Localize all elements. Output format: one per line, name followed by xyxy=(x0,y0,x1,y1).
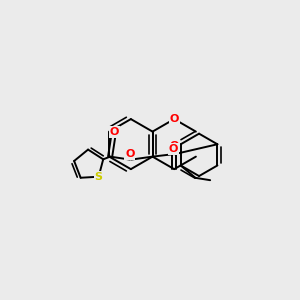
Text: O: O xyxy=(110,127,119,137)
Text: O: O xyxy=(169,141,179,151)
Text: O: O xyxy=(169,114,179,124)
Text: O: O xyxy=(125,149,135,159)
Text: S: S xyxy=(94,172,103,182)
Text: O: O xyxy=(169,144,178,154)
